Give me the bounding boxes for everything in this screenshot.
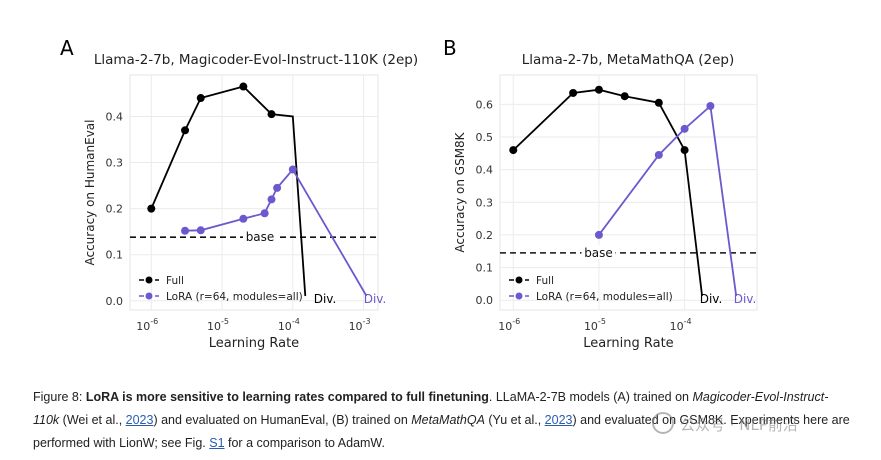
- data-point-lora: [196, 226, 205, 235]
- div-label-lora: Div.: [734, 292, 757, 306]
- figure-link[interactable]: S1: [209, 436, 225, 450]
- chart-panel-a: A Llama-2-7b, Magicoder-Evol-Instruct-110…: [60, 36, 418, 351]
- citation-link[interactable]: 2023: [544, 413, 573, 427]
- legend-label-full: Full: [536, 275, 554, 287]
- y-tick-label: 0.1: [476, 262, 494, 275]
- y-tick-label: 0.0: [106, 295, 124, 308]
- citation-link[interactable]: 2023: [125, 413, 154, 427]
- legend-label-lora: LoRA (r=64, modules=all): [536, 291, 673, 303]
- y-tick-label: 0.2: [476, 229, 494, 242]
- data-point-lora: [181, 226, 190, 235]
- watermark: 公众号 · NLP前沿: [652, 412, 798, 435]
- figure-caption: Figure 8: LoRA is more sensitive to lear…: [33, 390, 850, 450]
- y-tick-label: 0.4: [476, 164, 494, 177]
- x-axis-label: Learning Rate: [209, 336, 299, 351]
- div-label-full: Div.: [700, 292, 723, 306]
- panel-letter: A: [60, 36, 74, 60]
- y-axis-label: Accuracy on GSM8K: [453, 131, 467, 252]
- legend-label-full: Full: [166, 275, 184, 287]
- x-tick-label: 10-5: [584, 317, 606, 333]
- x-tick-label: 10-6: [498, 317, 520, 333]
- y-tick-label: 0.5: [476, 131, 494, 144]
- y-tick-label: 0.6: [476, 98, 494, 111]
- div-label-lora: Div.: [364, 292, 387, 306]
- data-point-lora: [706, 102, 715, 111]
- data-point-full: [620, 92, 629, 101]
- data-point-lora: [267, 195, 276, 204]
- data-point-lora: [680, 124, 689, 133]
- data-point-full: [569, 88, 578, 97]
- chart-title: Llama-2-7b, Magicoder-Evol-Instruct-110K…: [94, 52, 418, 68]
- data-point-full: [239, 82, 248, 91]
- data-point-full: [196, 94, 205, 103]
- data-point-full: [680, 146, 689, 155]
- panel-letter: B: [443, 36, 457, 60]
- y-tick-label: 0.2: [106, 203, 124, 216]
- x-axis-label: Learning Rate: [583, 336, 673, 351]
- data-point-full: [654, 98, 663, 107]
- legend-marker-full: [515, 276, 523, 284]
- baseline-label-bg: [581, 244, 616, 259]
- chart-panel-b: B Llama-2-7b, MetaMathQA (2ep) 0.0 0.1 0.2 0.…: [443, 36, 758, 351]
- data-point-full: [509, 146, 518, 155]
- y-tick-label: 0.3: [106, 157, 124, 170]
- x-tick-label: 10-4: [278, 317, 300, 333]
- data-point-full: [147, 204, 156, 213]
- data-point-lora: [273, 183, 282, 192]
- x-tick-label: 10-5: [207, 317, 229, 333]
- baseline-label: base: [584, 246, 613, 260]
- x-tick-label: 10-4: [670, 317, 692, 333]
- caption-bold: LoRA is more sensitive to learning rates…: [85, 390, 489, 404]
- data-point-lora: [260, 209, 269, 218]
- legend-marker-lora: [145, 292, 153, 300]
- legend-marker-lora: [515, 292, 523, 300]
- wechat-icon: [652, 412, 674, 434]
- plot-area: [499, 74, 758, 311]
- series-line-lora: [185, 167, 368, 297]
- legend-marker-full: [145, 276, 153, 284]
- baseline-label: base: [246, 230, 275, 244]
- data-point-full: [181, 126, 190, 135]
- data-point-full: [267, 110, 276, 119]
- legend-label-lora: LoRA (r=64, modules=all): [166, 291, 303, 303]
- figure-charts: A Llama-2-7b, Magicoder-Evol-Instruct-110…: [60, 36, 758, 351]
- baseline-label-bg: [243, 229, 277, 244]
- y-tick-label: 0.3: [476, 196, 494, 209]
- div-label-full: Div.: [314, 292, 337, 306]
- plot-area: [129, 74, 379, 311]
- y-tick-label: 0.1: [106, 249, 124, 262]
- y-tick-label: 0.0: [476, 294, 494, 307]
- data-point-lora: [594, 230, 603, 239]
- y-tick-label: 0.4: [106, 110, 124, 123]
- chart-title: Llama-2-7b, MetaMathQA (2ep): [522, 52, 734, 68]
- data-point-lora: [239, 214, 248, 223]
- data-point-lora: [654, 150, 663, 159]
- data-point-lora: [288, 165, 297, 174]
- x-tick-label: 10-3: [349, 317, 371, 333]
- x-tick-label: 10-6: [136, 317, 158, 333]
- y-axis-label: Accuracy on HumanEval: [83, 119, 97, 265]
- data-point-full: [594, 85, 603, 94]
